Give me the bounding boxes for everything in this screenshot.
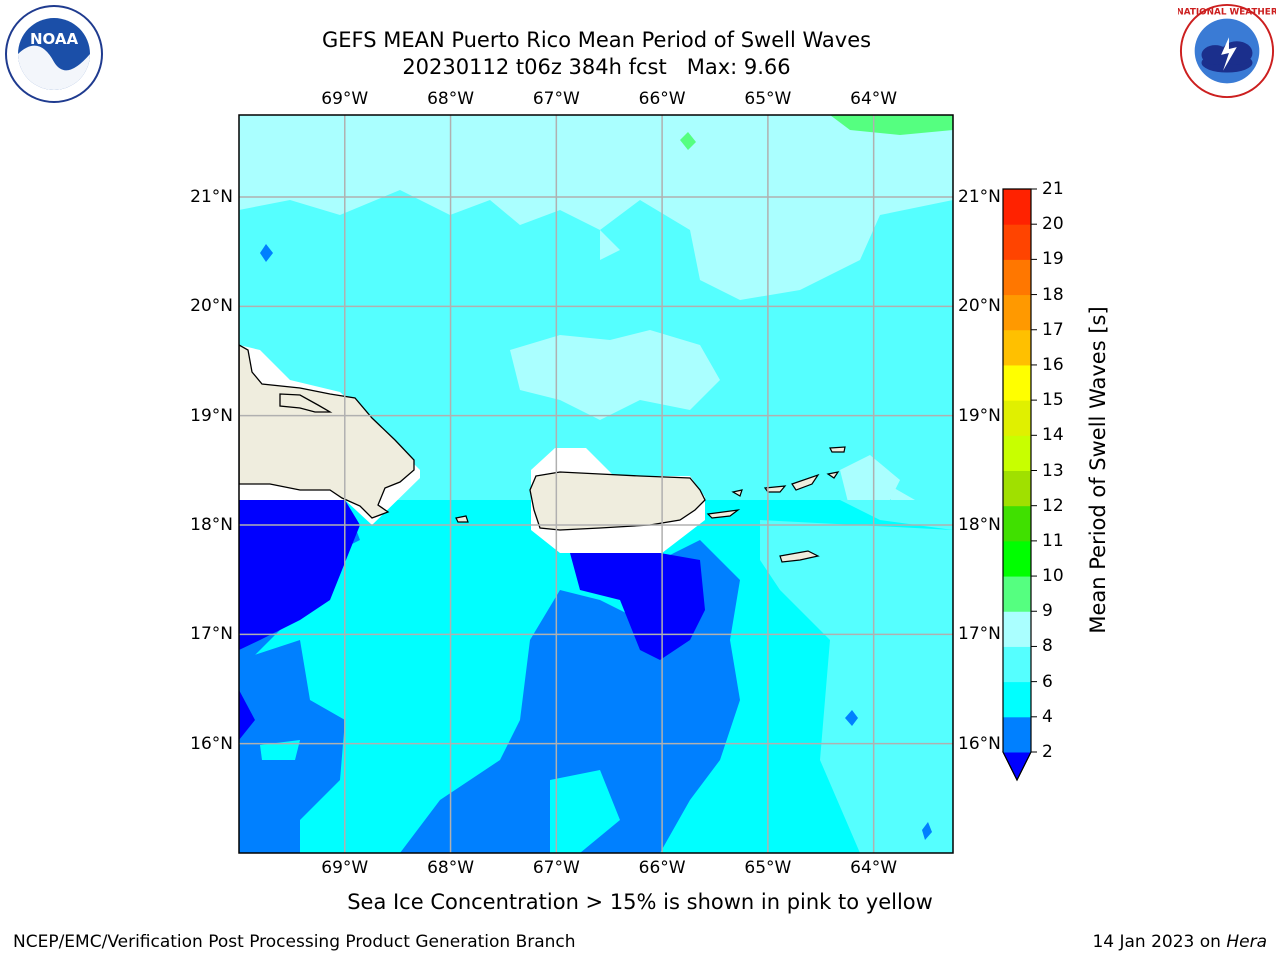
chart-title: GEFS MEAN Puerto Rico Mean Period of Swe… (321, 28, 872, 52)
nws-logo: NATIONAL WEATHER (1178, 3, 1276, 99)
graticule (239, 115, 953, 853)
colorbar-tick-label: 19 (1042, 249, 1064, 270)
colorbar-segment (1003, 540, 1031, 577)
lat-label-right: 21°N (958, 187, 1001, 207)
lon-label-top: 69°W (321, 89, 369, 109)
colorbar-segment (1003, 364, 1031, 401)
lon-label-bottom: 64°W (850, 858, 898, 878)
colorbar-segment (1003, 716, 1031, 753)
colorbar-tick-label: 12 (1042, 495, 1064, 516)
colorbar-tick-label: 18 (1042, 284, 1064, 305)
colorbar-extend-triangle (1002, 751, 1032, 782)
colorbar-segment (1003, 224, 1031, 260)
colorbar-tick-label: 15 (1042, 390, 1064, 411)
colorbar-tick-label: 17 (1042, 319, 1064, 340)
lat-label-left: 20°N (190, 296, 233, 317)
colorbar-title: Mean Period of Swell Waves [s] (1086, 306, 1110, 634)
svg-text:NATIONAL WEATHER: NATIONAL WEATHER (1178, 8, 1276, 18)
lon-label-bottom: 66°W (638, 858, 686, 878)
lon-label-bottom: 67°W (532, 858, 580, 878)
lat-label-right: 20°N (958, 296, 1001, 317)
lat-label-left: 18°N (190, 515, 233, 535)
colorbar-segment (1003, 576, 1031, 612)
colorbar-tick-label: 14 (1042, 425, 1064, 446)
colorbar-segment (1003, 505, 1031, 542)
colorbar-segment (1003, 681, 1031, 718)
swell-period-field (239, 115, 953, 853)
footer-host: Hera (1226, 932, 1267, 952)
lon-label-top: 66°W (638, 89, 686, 109)
colorbar-segment (1003, 189, 1031, 225)
colorbar (1002, 188, 1037, 782)
colorbar-tick-label: 20 (1042, 214, 1064, 235)
lat-label-left: 16°N (190, 733, 233, 754)
colorbar-tick-label: 16 (1042, 354, 1064, 375)
lat-label-left: 19°N (190, 405, 233, 426)
colorbar-segment (1003, 294, 1031, 331)
noaa-logo: NOAA (5, 5, 103, 103)
colorbar-segment (1003, 400, 1031, 436)
colorbar-tick-label: 9 (1042, 601, 1053, 622)
lon-label-bottom: 65°W (744, 858, 792, 878)
colorbar-segment (1003, 435, 1031, 471)
lon-label-top: 65°W (744, 89, 792, 109)
lat-label-left: 17°N (190, 624, 233, 645)
colorbar-segment (1003, 646, 1031, 683)
lon-label-top: 64°W (850, 89, 898, 109)
lat-label-right: 16°N (958, 733, 1001, 754)
lon-label-top: 68°W (427, 89, 475, 109)
colorbar-tick-label: 21 (1042, 179, 1064, 199)
colorbar-tick-label: 2 (1042, 742, 1053, 762)
lat-label-right: 17°N (958, 624, 1001, 645)
colorbar-segment (1003, 259, 1031, 296)
colorbar-tick-label: 4 (1042, 706, 1053, 727)
colorbar-tick-label: 8 (1042, 636, 1053, 657)
lon-label-top: 67°W (532, 89, 580, 109)
footer-credit: NCEP/EMC/Verification Post Processing Pr… (13, 932, 576, 952)
colorbar-tick-label: 10 (1042, 566, 1064, 587)
lat-label-left: 21°N (190, 187, 233, 207)
lon-label-bottom: 69°W (321, 858, 369, 878)
colorbar-segment (1003, 470, 1031, 507)
chart-subtitle: 20230112 t06z 384h fcst Max: 9.66 (402, 55, 791, 79)
svg-text:NOAA: NOAA (30, 30, 79, 48)
colorbar-segment (1003, 611, 1031, 647)
colorbar-tick-label: 13 (1042, 460, 1064, 481)
colorbar-tick-label: 6 (1042, 671, 1053, 692)
footer-date: 14 Jan 2023 on Hera (1092, 932, 1267, 952)
footer-date-text: 14 Jan 2023 on (1092, 932, 1227, 952)
lon-label-bottom: 68°W (427, 858, 475, 878)
sea-ice-caption: Sea Ice Concentration > 15% is shown in … (347, 890, 933, 914)
lat-label-right: 18°N (958, 515, 1001, 535)
colorbar-tick-label: 11 (1042, 530, 1064, 551)
colorbar-segment (1003, 329, 1031, 366)
lat-label-right: 19°N (958, 405, 1001, 426)
map-frame (238, 114, 954, 854)
